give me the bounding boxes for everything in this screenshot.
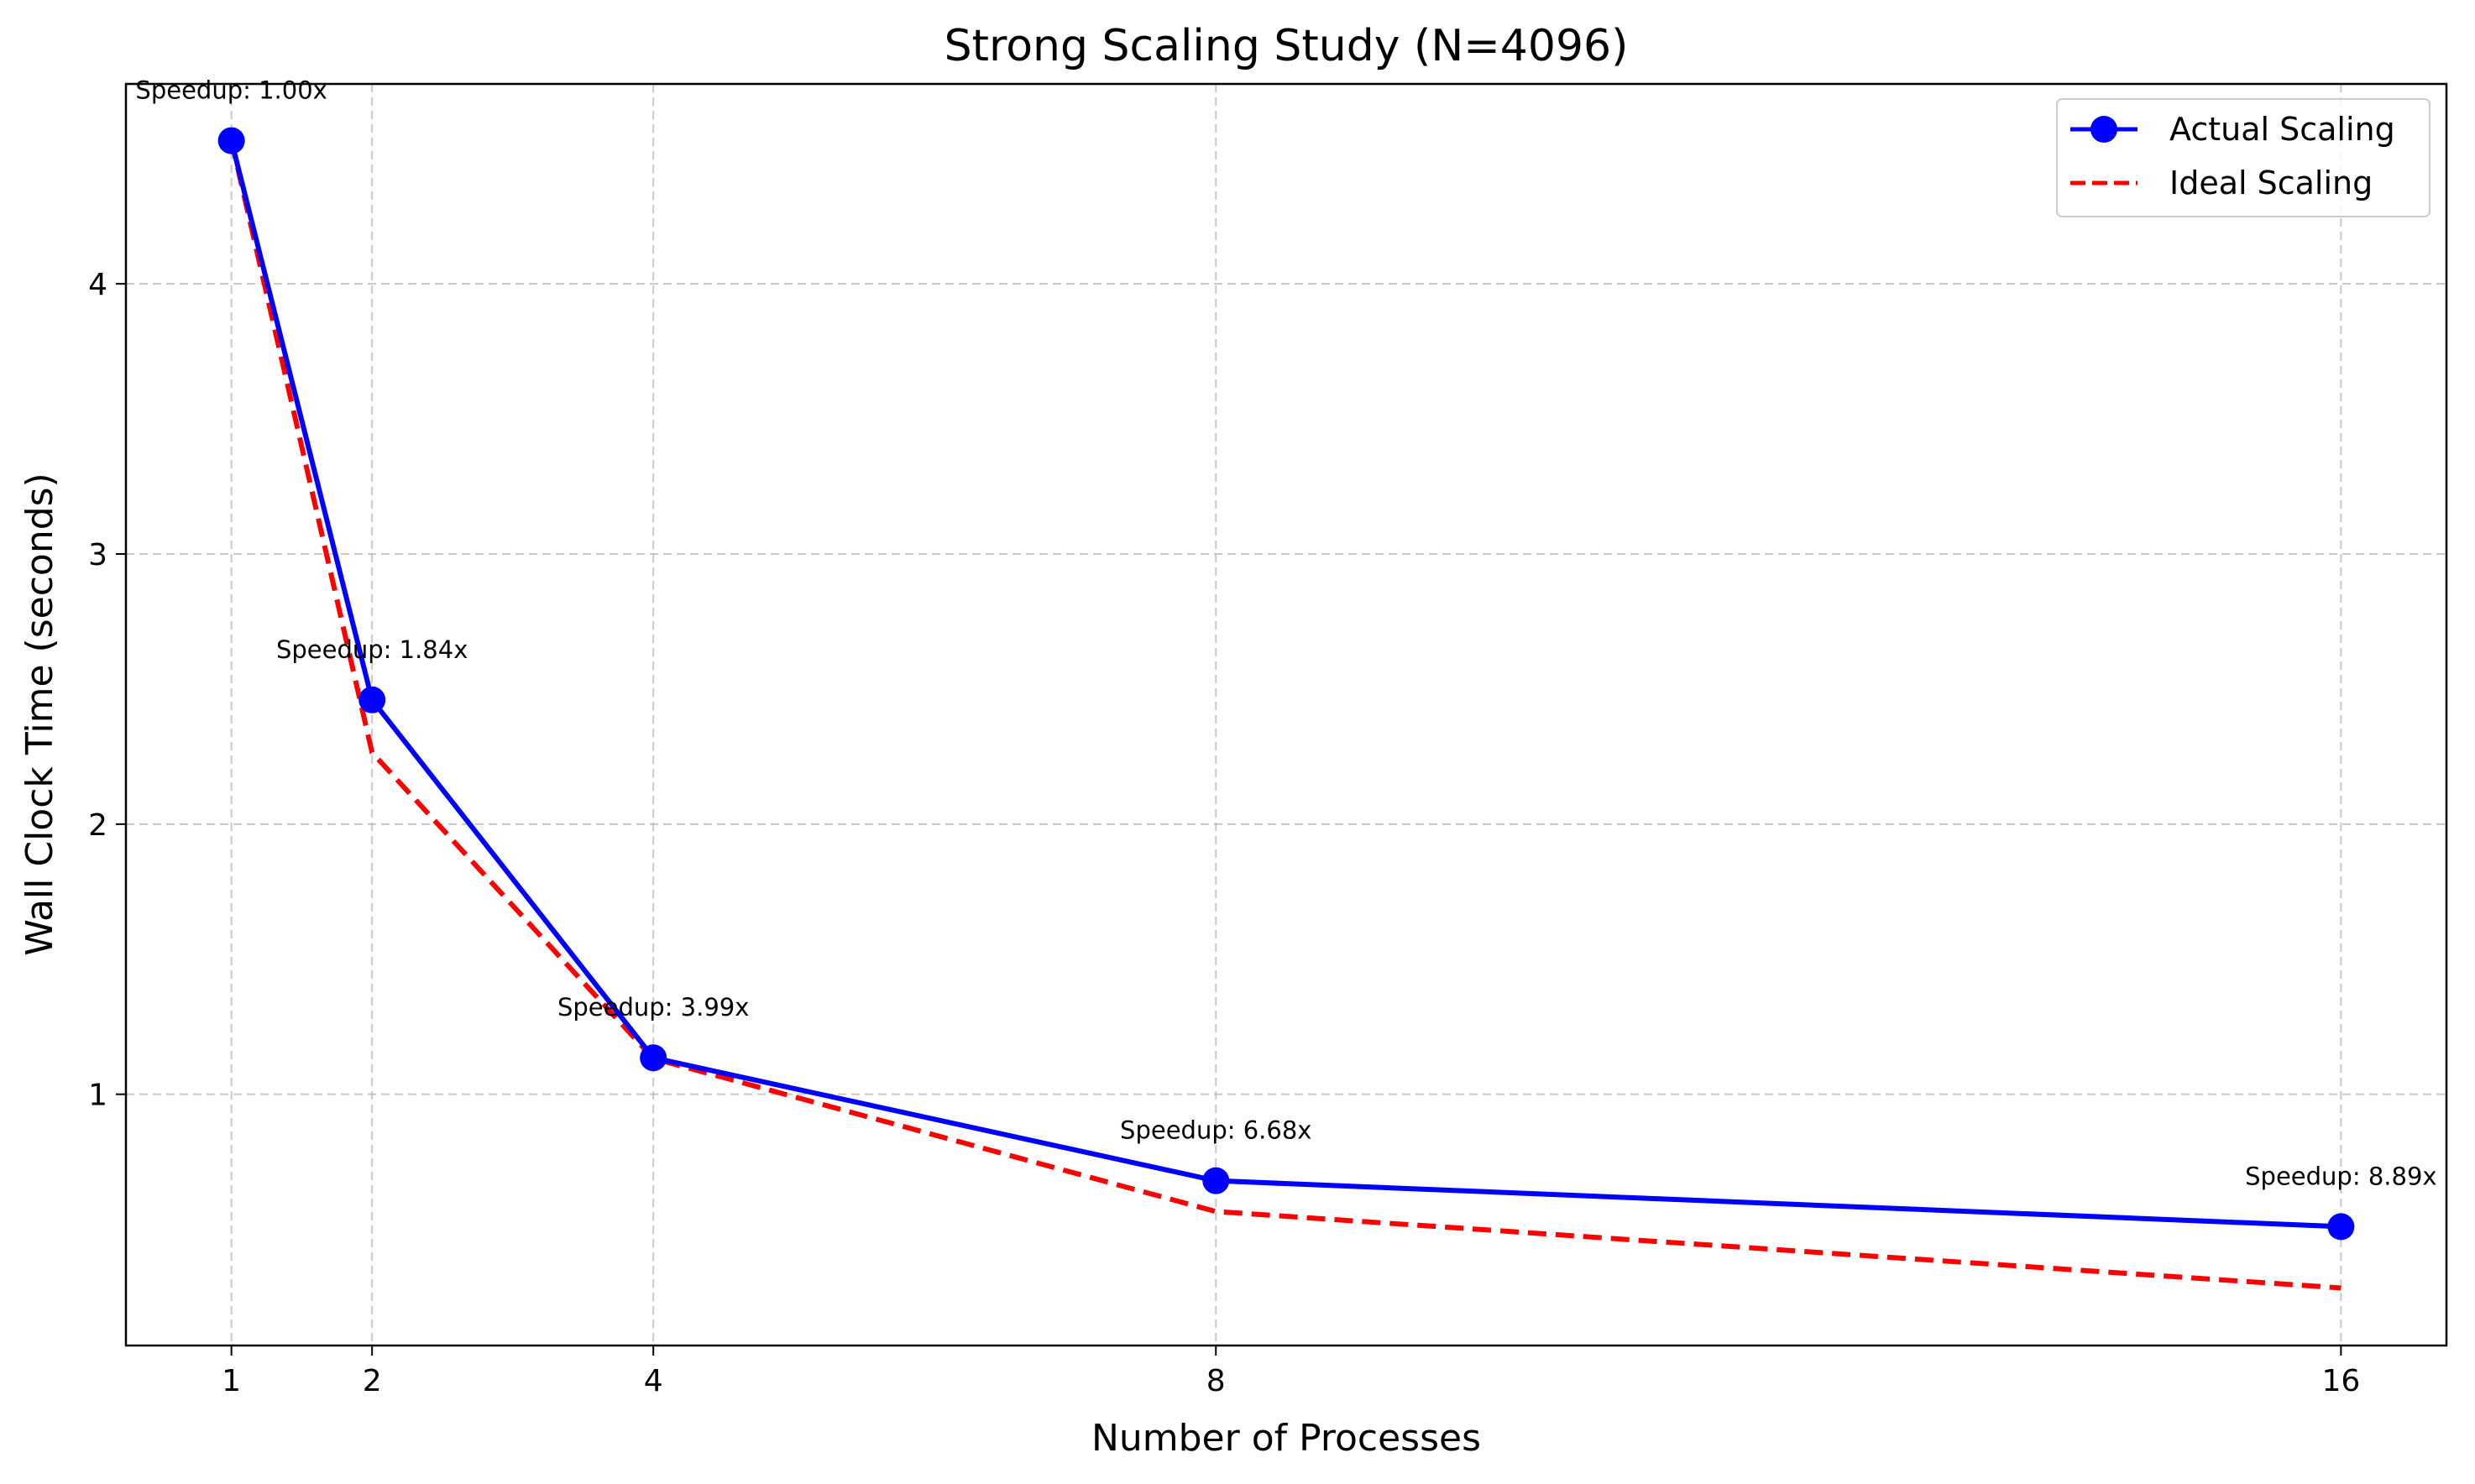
speedup-annotation: Speedup: 6.68x [1120, 1116, 1311, 1145]
chart-title: Strong Scaling Study (N=4096) [944, 21, 1629, 71]
speedup-annotation: Speedup: 3.99x [557, 993, 749, 1022]
y-tick-label: 3 [88, 538, 107, 572]
data-point-actual-scaling [640, 1044, 667, 1072]
series-line-ideal-scaling [228, 139, 2342, 1291]
x-tick-label: 2 [363, 1364, 382, 1398]
x-tick-label: 8 [1206, 1364, 1226, 1398]
plot-area-frame [124, 82, 2448, 1347]
speedup-annotations: Speedup: 1.00x Speedup: 1.84x Speedup: 3.9… [135, 76, 2436, 1191]
speedup-annotation: Speedup: 8.89x [2245, 1162, 2436, 1190]
y-axis-label: Wall Clock Time (seconds) [18, 473, 61, 955]
speedup-annotation: Speedup: 1.84x [276, 635, 468, 664]
legend-marker-actual [2090, 116, 2117, 143]
legend-label-ideal: Ideal Scaling [2169, 165, 2373, 201]
legend: Actual Scaling Ideal Scaling [2056, 98, 2431, 217]
y-tick-label: 1 [88, 1079, 107, 1113]
data-point-actual-scaling [2327, 1213, 2355, 1241]
axis-ticks: 1 2 4 8 16 1 2 3 4 [88, 268, 2360, 1398]
y-tick-label: 4 [88, 268, 107, 302]
x-tick-label: 1 [222, 1364, 241, 1398]
series-line-actual-scaling [228, 139, 2342, 1230]
data-point-actual-scaling [217, 127, 245, 154]
data-point-actual-scaling [1202, 1167, 1230, 1194]
data-point-actual-scaling [358, 686, 386, 713]
x-axis-label: Number of Processes [1091, 1417, 1481, 1460]
x-tick-label: 16 [2321, 1364, 2360, 1398]
legend-label-actual: Actual Scaling [2169, 111, 2395, 148]
y-tick-label: 2 [88, 808, 107, 843]
x-tick-label: 4 [644, 1364, 663, 1398]
speedup-annotation: Speedup: 1.00x [135, 76, 327, 105]
legend-frame [2056, 98, 2431, 217]
series-layer [217, 127, 2355, 1291]
grid-lines [126, 84, 2446, 1346]
